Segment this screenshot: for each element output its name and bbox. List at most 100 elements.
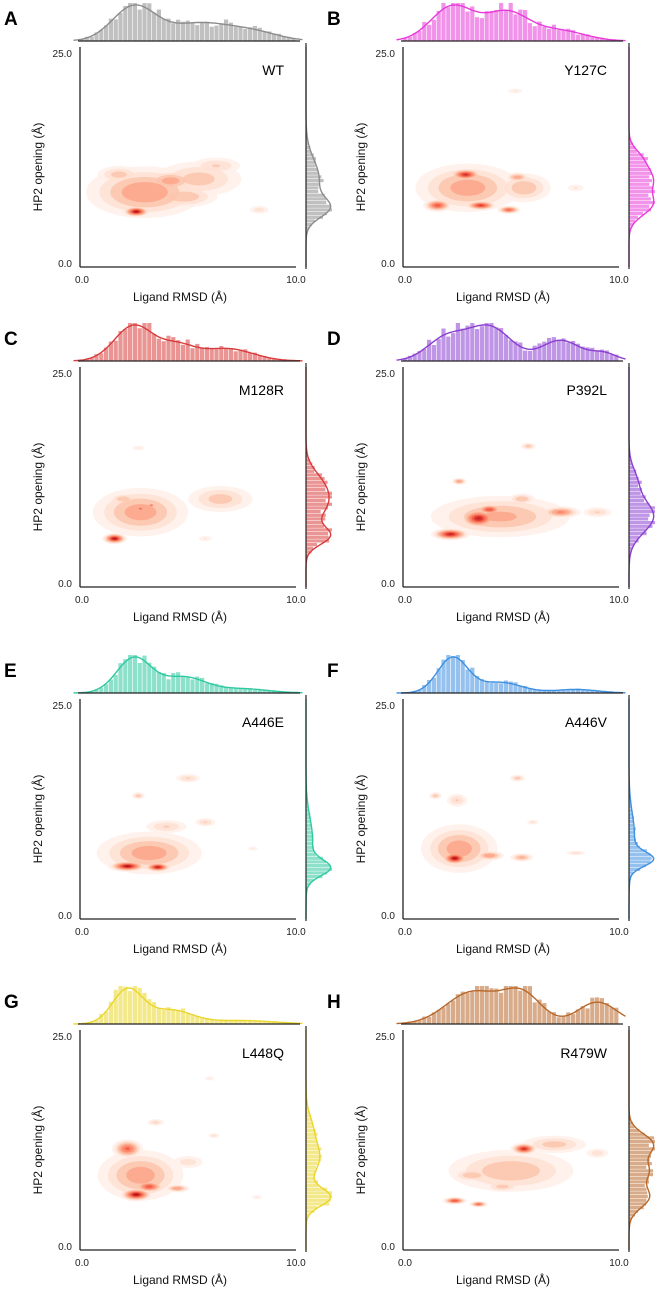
x-histogram-bar	[224, 1019, 229, 1024]
x-histogram-bar	[99, 687, 104, 693]
y-axis-title: HP2 opening (Å)	[353, 1106, 368, 1195]
x-histogram-bar	[200, 23, 205, 41]
y-histogram-bar	[306, 491, 332, 495]
x-histogram-bar	[470, 667, 475, 693]
x-histogram-bar	[590, 37, 595, 41]
y-tick-label: 25.0	[53, 49, 73, 60]
density-contour	[203, 537, 208, 540]
y-tick-label: 0.0	[58, 259, 72, 270]
x-histogram-bar	[147, 999, 152, 1024]
x-histogram-bar	[479, 326, 484, 361]
x-histogram-bar	[89, 357, 94, 361]
y-histogram-bar	[629, 875, 631, 879]
x-histogram-bar	[422, 349, 427, 361]
x-histogram-bar	[113, 674, 118, 693]
x-histogram-bar	[185, 20, 190, 41]
x-histogram-bar	[460, 660, 465, 693]
density-contour	[124, 504, 157, 521]
y-histogram-bar	[306, 157, 316, 161]
y-histogram-bar	[629, 1121, 633, 1125]
x-histogram-bar	[262, 689, 267, 693]
x-tick-label: 10.0	[609, 595, 629, 606]
y-histogram-bar	[629, 208, 652, 212]
x-histogram-bar	[561, 1016, 566, 1024]
x-histogram-bar	[479, 18, 484, 41]
x-histogram-bar	[527, 23, 532, 41]
x-histogram-bar	[267, 31, 272, 41]
x-histogram-bar	[475, 986, 480, 1024]
y-histogram-bar	[306, 168, 318, 172]
x-marginal	[73, 323, 303, 362]
x-histogram-bar	[166, 18, 171, 41]
x-tick-label: 10.0	[609, 275, 629, 286]
y-histogram-bar	[306, 1110, 310, 1114]
y-histogram-bar	[629, 521, 655, 525]
y-histogram-bar	[306, 838, 314, 842]
y-histogram-bar	[306, 1118, 312, 1122]
x-histogram-bar	[499, 683, 504, 693]
density-contour	[452, 857, 457, 860]
x-histogram-bar	[542, 689, 547, 693]
x-histogram-bar	[89, 691, 94, 693]
y-histogram-bar	[306, 820, 311, 824]
x-axis-title: Ligand RMSD (Å)	[456, 289, 550, 304]
density-contour	[521, 1147, 527, 1150]
y-axis-title: HP2 opening (Å)	[30, 1106, 45, 1195]
density-contour	[145, 1185, 153, 1189]
x-histogram-bar	[147, 3, 152, 42]
x-histogram-bar	[180, 21, 185, 41]
x-histogram-bar	[532, 345, 537, 361]
x-histogram-bar	[94, 1019, 99, 1024]
x-histogram-bar	[171, 1009, 176, 1024]
y-histogram-bar	[629, 488, 642, 492]
y-histogram-bar	[629, 524, 653, 528]
x-histogram-bar	[228, 22, 233, 41]
x-histogram-bar	[113, 989, 118, 1024]
x-histogram-bar	[412, 353, 417, 361]
y-histogram-bar	[306, 1143, 318, 1147]
x-histogram-bar	[494, 988, 499, 1024]
y-histogram-bar	[629, 491, 641, 495]
y-histogram-bar	[306, 175, 322, 179]
variant-label: M128R	[239, 382, 284, 398]
x-histogram-bar	[571, 30, 576, 41]
x-histogram-bar	[489, 683, 494, 693]
density-contour	[133, 1193, 139, 1196]
x-histogram-bar	[190, 1014, 195, 1024]
x-axis-title: Ligand RMSD (Å)	[456, 1272, 550, 1287]
x-tick-label: 0.0	[398, 595, 412, 606]
y-histogram-bar	[306, 484, 327, 488]
x-histogram-bar	[561, 338, 566, 361]
y-histogram-bar	[629, 1173, 653, 1177]
x-histogram-bar	[518, 686, 523, 693]
x-histogram-bar	[132, 986, 137, 1024]
x-histogram-bar	[190, 348, 195, 361]
x-histogram-bar	[407, 36, 412, 41]
x-histogram-bar	[556, 340, 561, 361]
x-histogram-bar	[475, 17, 480, 41]
y-histogram-bar	[629, 838, 636, 842]
density-contour	[125, 1147, 130, 1151]
x-histogram-bar	[551, 1012, 556, 1024]
x-histogram-bar	[195, 1016, 200, 1024]
x-histogram-bar	[281, 36, 286, 41]
x-histogram-bar	[412, 33, 417, 41]
density-contour	[595, 511, 600, 513]
y-histogram-bar	[629, 1187, 647, 1191]
x-histogram-bar	[508, 3, 513, 41]
x-histogram-bar	[166, 1007, 171, 1024]
x-histogram-bar	[152, 12, 157, 41]
density-contour	[182, 172, 215, 186]
y-histogram-bar	[306, 1136, 317, 1140]
y-histogram-bar	[306, 528, 332, 532]
density-contour	[162, 177, 180, 185]
kde-density	[96, 774, 258, 875]
y-histogram-bar	[306, 1198, 331, 1202]
x-histogram-bar	[499, 328, 504, 361]
x-histogram-bar	[499, 992, 504, 1024]
variant-label: L448Q	[242, 1045, 284, 1061]
x-histogram-bar	[142, 992, 147, 1024]
x-histogram-bar	[257, 1021, 262, 1024]
x-histogram-bar	[128, 991, 133, 1024]
panel-letter: F	[327, 661, 339, 682]
